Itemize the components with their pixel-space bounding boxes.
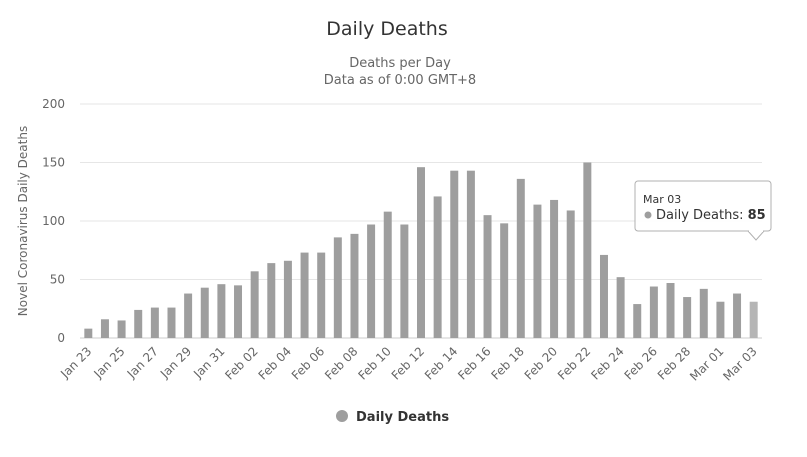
bar-feb-23[interactable]	[599, 254, 608, 338]
bar-feb-22[interactable]	[583, 162, 592, 339]
bar-feb-03[interactable]	[267, 263, 276, 338]
x-tick-label: Mar 03	[720, 344, 759, 383]
bar-mar-02[interactable]	[733, 293, 742, 338]
bar-feb-15[interactable]	[466, 170, 475, 338]
x-tick-label: Feb 24	[588, 344, 626, 382]
bar-jan-23[interactable]	[84, 328, 93, 338]
x-tick-label: Feb 04	[256, 344, 294, 382]
bar-feb-02[interactable]	[250, 271, 259, 338]
tooltip-series-name: Daily Deaths	[656, 208, 739, 223]
y-tick-label: 100	[42, 214, 65, 228]
bar-feb-08[interactable]	[350, 233, 359, 338]
bar-feb-10[interactable]	[383, 211, 392, 338]
x-tick-label: Feb 26	[622, 344, 660, 382]
bar-jan-29[interactable]	[184, 293, 193, 338]
bar-jan-31[interactable]	[217, 284, 226, 338]
chart-subtitle-line-1: Deaths per Day	[349, 56, 451, 71]
y-tick-labels: 0 50 100 150 200	[42, 97, 65, 345]
bar-jan-28[interactable]	[167, 307, 176, 338]
x-tick-label: Feb 12	[389, 344, 427, 382]
bar-feb-28[interactable]	[683, 297, 692, 338]
y-axis-label: Novel Coronavirus Daily Deaths	[16, 126, 30, 316]
tooltip-box	[634, 180, 772, 232]
bar-feb-26[interactable]	[649, 286, 658, 338]
x-tick-label: Jan 25	[91, 344, 128, 381]
x-tick-label: Feb 10	[355, 344, 393, 382]
bars[interactable]	[84, 162, 758, 339]
tooltip-series-marker	[644, 211, 652, 219]
bar-jan-24[interactable]	[100, 319, 109, 338]
x-tick-label: Jan 23	[57, 344, 94, 381]
bar-feb-12[interactable]	[417, 167, 425, 338]
bar-feb-20[interactable]	[550, 199, 559, 338]
bar-feb-07[interactable]	[333, 237, 342, 338]
bar-jan-26[interactable]	[134, 309, 143, 338]
bar-feb-16[interactable]	[483, 215, 492, 338]
x-tick-label: Feb 06	[289, 344, 327, 382]
legend[interactable]: Daily Deaths	[336, 410, 449, 425]
x-tick-label: Jan 29	[157, 344, 194, 381]
y-tick-label: 0	[57, 331, 65, 345]
bar-feb-17[interactable]	[500, 223, 509, 338]
bar-feb-06[interactable]	[317, 252, 326, 338]
bar-feb-25[interactable]	[633, 304, 642, 338]
x-tick-label: Feb 18	[488, 344, 526, 382]
tooltip-pointer	[747, 230, 765, 241]
x-tick-label: Mar 01	[687, 344, 726, 383]
bar-feb-19[interactable]	[533, 204, 542, 338]
y-tick-label: 200	[42, 97, 65, 111]
bar-feb-05[interactable]	[300, 252, 309, 338]
chart-subtitle-line-2: Data as of 0:00 GMT+8	[324, 73, 476, 88]
legend-marker[interactable]	[336, 410, 348, 422]
bar-mar-03[interactable]	[749, 301, 758, 338]
x-tick-label: Jan 31	[190, 344, 227, 381]
tooltip-date: Mar 03	[643, 193, 681, 206]
tooltip-pointer-cover	[749, 229, 763, 232]
x-tick-label: Feb 28	[655, 344, 693, 382]
bar-jan-25[interactable]	[117, 320, 126, 338]
y-tick-label: 50	[50, 273, 65, 287]
tooltip: Mar 03 Daily Deaths: 85	[634, 180, 772, 241]
bar-feb-21[interactable]	[566, 210, 575, 338]
x-tick-label: Feb 22	[555, 344, 593, 382]
bar-feb-24[interactable]	[616, 277, 625, 338]
chart-title: Daily Deaths	[326, 18, 447, 40]
bar-feb-04[interactable]	[283, 260, 292, 338]
bar-feb-13[interactable]	[433, 196, 442, 338]
tooltip-series-row: Daily Deaths: 85	[656, 208, 766, 223]
legend-label[interactable]: Daily Deaths	[356, 410, 449, 425]
bar-jan-30[interactable]	[200, 287, 209, 338]
x-tick-label: Feb 14	[422, 344, 460, 382]
bar-feb-11[interactable]	[400, 224, 409, 338]
bar-feb-09[interactable]	[367, 224, 376, 338]
y-tick-label: 150	[42, 156, 65, 170]
bar-jan-27[interactable]	[150, 307, 159, 338]
bar-mar-01[interactable]	[716, 301, 725, 338]
x-tick-label: Feb 08	[322, 344, 360, 382]
tooltip-value: 85	[748, 208, 766, 223]
bar-feb-01[interactable]	[234, 285, 243, 338]
x-tick-label: Feb 02	[222, 344, 260, 382]
tooltip-colon: :	[739, 208, 748, 223]
bar-feb-18[interactable]	[516, 178, 525, 338]
x-tick-label: Jan 27	[124, 344, 161, 381]
bar-feb-14[interactable]	[450, 170, 459, 338]
bar-feb-27[interactable]	[666, 283, 675, 338]
bar-feb-29[interactable]	[699, 288, 708, 338]
x-tick-label: Feb 16	[455, 344, 493, 382]
x-tick-label: Feb 20	[522, 344, 560, 382]
